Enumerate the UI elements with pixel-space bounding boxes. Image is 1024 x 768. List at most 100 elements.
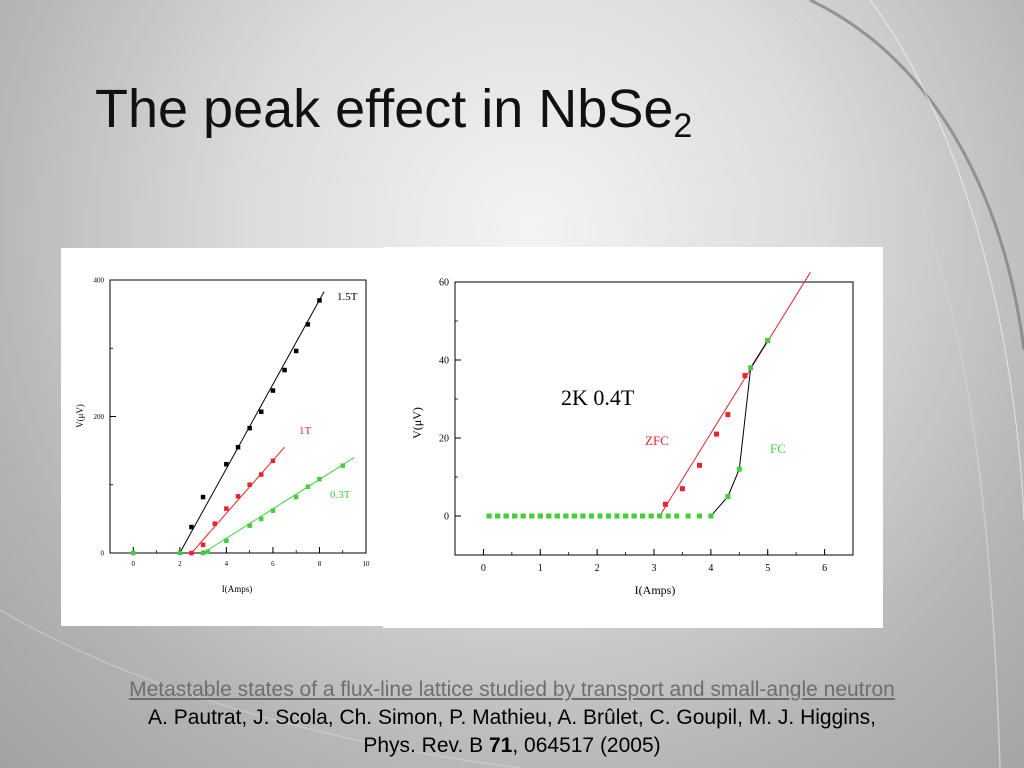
data-point-zfc [742, 373, 748, 379]
data-point-fc [486, 513, 492, 519]
data-point-03t [270, 508, 276, 513]
data-point-1t [247, 482, 252, 487]
chart-panel-field-dependence: 0 2 4 6 8 10 0 200 400 I(Amps) V(μV) 1.5T 1T 0.3T [61, 248, 384, 626]
data-point-15t [224, 462, 229, 467]
data-point-fc [597, 513, 603, 519]
data-point-15t [282, 367, 287, 373]
y-tick-label: 20 [439, 434, 449, 445]
slide-title: The peak effect in NbSe2 [95, 78, 692, 145]
citation: Metastable states of a flux-line lattice… [30, 676, 994, 760]
x-tick-label: 0 [132, 560, 136, 568]
chart-field-dependence: 0 2 4 6 8 10 0 200 400 I(Amps) V(μV) 1.5T 1T 0.3T [75, 276, 371, 594]
data-point-fc [512, 513, 518, 519]
y-tick-label: 200 [94, 413, 105, 421]
data-point-fc [520, 513, 526, 519]
data-point-fc [580, 513, 586, 519]
data-point-fc [725, 494, 731, 499]
data-point-fc [765, 338, 771, 343]
data-point-fc [554, 513, 560, 519]
x-tick-label: 5 [765, 563, 770, 574]
data-point-zfc [662, 501, 668, 507]
data-point-fc [631, 513, 637, 519]
title-text: The peak effect in NbSe [95, 79, 674, 139]
data-point-1t [212, 521, 217, 526]
data-point-fc [537, 513, 543, 519]
data-point-1t [270, 458, 276, 464]
y-tick-label: 0 [444, 512, 449, 523]
data-point-03t [259, 516, 264, 522]
data-point-zfc [679, 486, 685, 492]
data-point-fc [685, 513, 691, 519]
citation-journal: Phys. Rev. B [363, 734, 484, 757]
data-point-03t [177, 550, 183, 556]
data-point-fc [674, 513, 680, 519]
chart-panel-zfc-fc: 0 1 2 3 4 5 6 0 20 40 60 I(Amps) V(μV) ZFC FC 2K 0.4T [383, 247, 883, 628]
plot-frame [109, 279, 367, 554]
data-point-fc [697, 513, 702, 519]
x-tick-label: 6 [822, 563, 827, 574]
data-point-fc [640, 513, 646, 519]
data-point-1t [189, 550, 194, 556]
data-point-zfc [725, 412, 731, 418]
fit-line-zfc [659, 272, 811, 517]
data-point-15t [189, 524, 194, 530]
data-point-fc [589, 513, 594, 519]
data-point-1t [235, 494, 241, 499]
data-point-fc [503, 513, 509, 519]
fit-line-15t [179, 291, 325, 554]
citation-pages: , 064517 (2005) [512, 734, 661, 757]
data-point-03t [305, 484, 311, 489]
title-subscript: 2 [673, 107, 693, 145]
x-axis-label: I(Amps) [222, 584, 253, 594]
data-point-fc [614, 513, 620, 519]
y-tick-label: 0 [101, 549, 105, 557]
y-tick-label: 60 [439, 278, 449, 289]
data-point-fc [606, 513, 611, 519]
data-point-03t [224, 538, 229, 543]
x-tick-label: 3 [652, 563, 657, 574]
data-point-fc [657, 513, 663, 519]
data-point-fc [708, 513, 714, 519]
data-point-03t [131, 550, 136, 556]
x-tick-label: 8 [318, 560, 322, 568]
data-point-15t [293, 348, 299, 354]
y-tick-label: 40 [439, 356, 449, 367]
data-point-1t [200, 542, 206, 548]
data-point-15t [259, 409, 264, 414]
fit-line-03t [202, 456, 355, 554]
x-tick-label: 2 [178, 560, 182, 568]
data-point-fc [529, 513, 535, 519]
data-point-03t [247, 523, 252, 528]
data-point-15t [200, 494, 206, 500]
data-point-15t [247, 425, 252, 431]
series-label-1t: 1T [299, 425, 312, 437]
data-point-15t [270, 388, 276, 393]
data-point-03t [200, 550, 206, 556]
data-point-fc [648, 513, 654, 519]
paper-link[interactable]: Metastable states of a flux-line lattice… [129, 678, 895, 701]
series-label-15t: 1.5T [337, 291, 358, 303]
data-point-zfc [697, 462, 702, 468]
data-point-03t [317, 477, 322, 482]
series-label-fc: FC [770, 441, 786, 456]
data-point-zfc [714, 431, 719, 437]
x-tick-label: 4 [225, 560, 229, 568]
y-tick-label: 400 [94, 276, 105, 284]
data-point-15t [305, 322, 311, 327]
y-axis-label: V(μV) [410, 407, 424, 439]
citation-authors: A. Pautrat, J. Scola, Ch. Simon, P. Math… [148, 706, 876, 729]
x-tick-label: 2 [595, 563, 600, 574]
data-point-fc [665, 513, 671, 519]
x-tick-label: 10 [363, 560, 371, 568]
data-point-fc [571, 513, 577, 519]
x-tick-label: 1 [538, 563, 543, 574]
y-axis-label: V(μV) [75, 404, 85, 428]
data-point-15t [317, 298, 322, 303]
series-label-zfc: ZFC [645, 433, 669, 448]
data-point-fc [546, 513, 552, 519]
data-point-03t [340, 463, 345, 468]
data-point-1t [224, 506, 229, 511]
data-point-1t [259, 472, 264, 477]
fit-line-fc [710, 340, 769, 517]
